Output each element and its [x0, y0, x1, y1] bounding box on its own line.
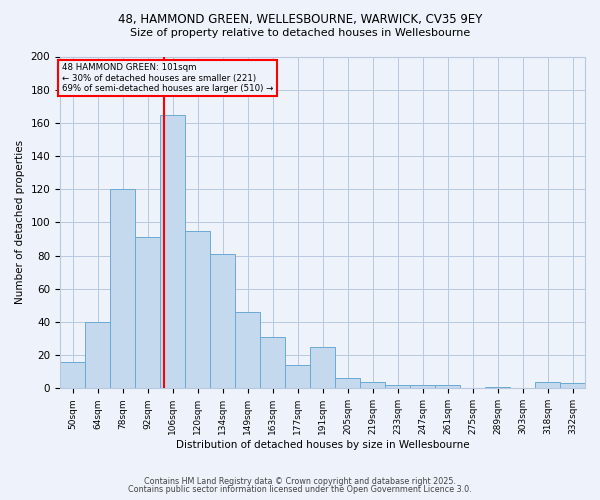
Bar — [410, 385, 435, 388]
Text: 48 HAMMOND GREEN: 101sqm
← 30% of detached houses are smaller (221)
69% of semi-: 48 HAMMOND GREEN: 101sqm ← 30% of detach… — [62, 63, 273, 93]
Bar — [235, 312, 260, 388]
Bar — [535, 382, 560, 388]
X-axis label: Distribution of detached houses by size in Wellesbourne: Distribution of detached houses by size … — [176, 440, 469, 450]
Bar — [310, 347, 335, 389]
Bar — [435, 385, 460, 388]
Bar — [485, 386, 510, 388]
Bar — [160, 114, 185, 388]
Text: Size of property relative to detached houses in Wellesbourne: Size of property relative to detached ho… — [130, 28, 470, 38]
Bar — [335, 378, 360, 388]
Text: Contains HM Land Registry data © Crown copyright and database right 2025.: Contains HM Land Registry data © Crown c… — [144, 477, 456, 486]
Bar — [385, 385, 410, 388]
Bar — [135, 238, 160, 388]
Bar — [560, 384, 585, 388]
Text: 48, HAMMOND GREEN, WELLESBOURNE, WARWICK, CV35 9EY: 48, HAMMOND GREEN, WELLESBOURNE, WARWICK… — [118, 12, 482, 26]
Bar — [185, 230, 210, 388]
Bar — [285, 365, 310, 388]
Bar — [260, 337, 285, 388]
Text: Contains public sector information licensed under the Open Government Licence 3.: Contains public sector information licen… — [128, 485, 472, 494]
Y-axis label: Number of detached properties: Number of detached properties — [15, 140, 25, 304]
Bar — [85, 322, 110, 388]
Bar — [60, 362, 85, 388]
Bar — [360, 382, 385, 388]
Bar — [110, 189, 135, 388]
Bar — [210, 254, 235, 388]
